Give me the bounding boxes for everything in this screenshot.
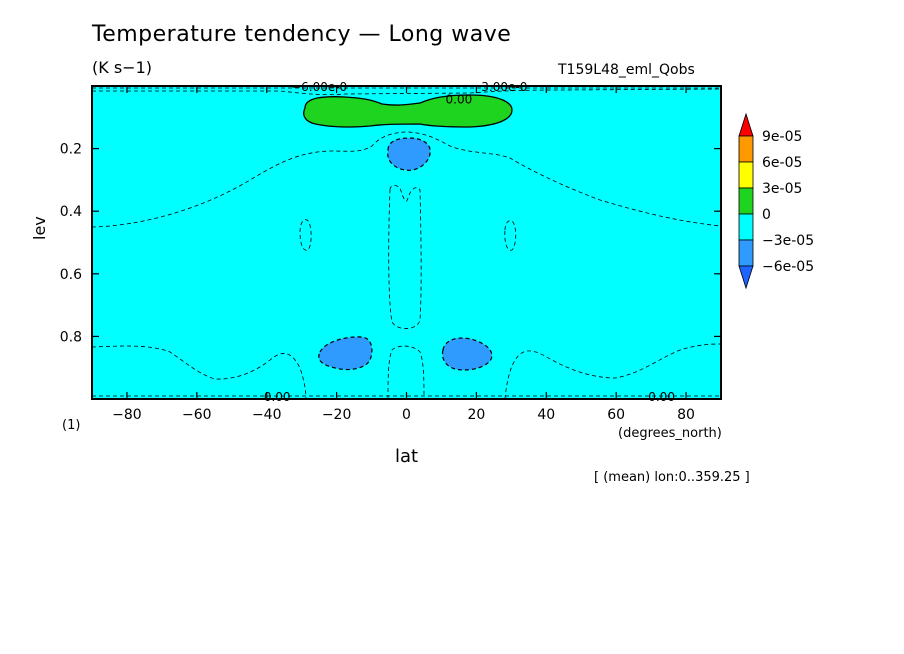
x-tick-label: 20	[467, 407, 485, 423]
x-tick-label: 40	[537, 407, 555, 423]
contour-equatorial-tube	[388, 185, 422, 329]
y-axis-label: lev	[30, 216, 49, 240]
contour-mid-band	[92, 131, 721, 228]
y-tick-label: 0.8	[60, 329, 82, 345]
y-tick-label: 0.6	[60, 267, 82, 283]
contour-small-right	[504, 220, 517, 251]
colorbar-segment	[738, 187, 754, 215]
colorbar-top-arrow	[738, 112, 754, 137]
x-axis-label: lat	[395, 446, 419, 467]
contour-labels: −6.00e-0 3.00e-0 0.00 0.00 0.00	[264, 80, 675, 404]
y-tick-label: 0.2	[60, 142, 82, 158]
positive-region	[303, 94, 513, 128]
contour-label: 0.00	[446, 93, 473, 107]
figure-number: (1)	[62, 418, 81, 433]
colorbar-label: −6e-05	[762, 259, 814, 275]
contour-label: 0.00	[264, 390, 291, 404]
contour-lower-band-right	[504, 343, 721, 399]
contour-layer	[92, 87, 721, 399]
x-tick-label: 60	[607, 407, 625, 423]
x-tick-label: −40	[252, 407, 282, 423]
x-axis-ticks: −80 −60 −40 −20 0 20 40 60 80	[112, 86, 695, 423]
colorbar-segment	[738, 213, 754, 241]
contour-lower-tube	[387, 345, 425, 399]
colorbar-segment	[738, 135, 754, 163]
y-axis-ticks: 0.2 0.4 0.6 0.8	[60, 142, 721, 345]
chart-title: Temperature tendency — Long wave	[92, 22, 512, 47]
negative-region-lower-left	[318, 336, 373, 371]
x-tick-label: −80	[112, 407, 142, 423]
run-label: T159L48_eml_Qobs	[558, 62, 695, 78]
x-tick-label: −20	[322, 407, 352, 423]
x-axis-unit: (degrees_north)	[618, 426, 722, 441]
colorbar: 9e-05 6e-05 3e-05 0 −3e-05 −6e-05	[738, 112, 814, 290]
x-tick-label: 80	[677, 407, 695, 423]
plot-background	[92, 86, 721, 399]
negative-region-upper	[387, 137, 431, 171]
units-label: (K s−1)	[92, 58, 152, 77]
contour-label: 0.00	[648, 390, 675, 404]
x-tick-label: −60	[182, 407, 212, 423]
negative-region-lower-right	[441, 337, 493, 371]
colorbar-label: −3e-05	[762, 233, 814, 249]
colorbar-label: 6e-05	[762, 155, 802, 171]
colorbar-label: 9e-05	[762, 129, 802, 145]
contour-top-line	[92, 88, 721, 96]
contour-lower-band	[92, 345, 307, 399]
contour-label: −6.00e-0	[291, 80, 347, 94]
y-tick-label: 0.4	[60, 204, 82, 220]
x-tick-label: 0	[402, 407, 411, 423]
colorbar-label: 3e-05	[762, 181, 802, 197]
averaging-note: [ (mean) lon:0..359.25 ]	[594, 470, 750, 485]
colorbar-segment	[738, 239, 754, 267]
colorbar-segment	[738, 161, 754, 189]
dashed-contours	[92, 87, 721, 399]
colorbar-label: 0	[762, 207, 771, 223]
colorbar-bottom-arrow	[738, 265, 754, 290]
contour-label: 3.00e-0	[481, 80, 527, 94]
